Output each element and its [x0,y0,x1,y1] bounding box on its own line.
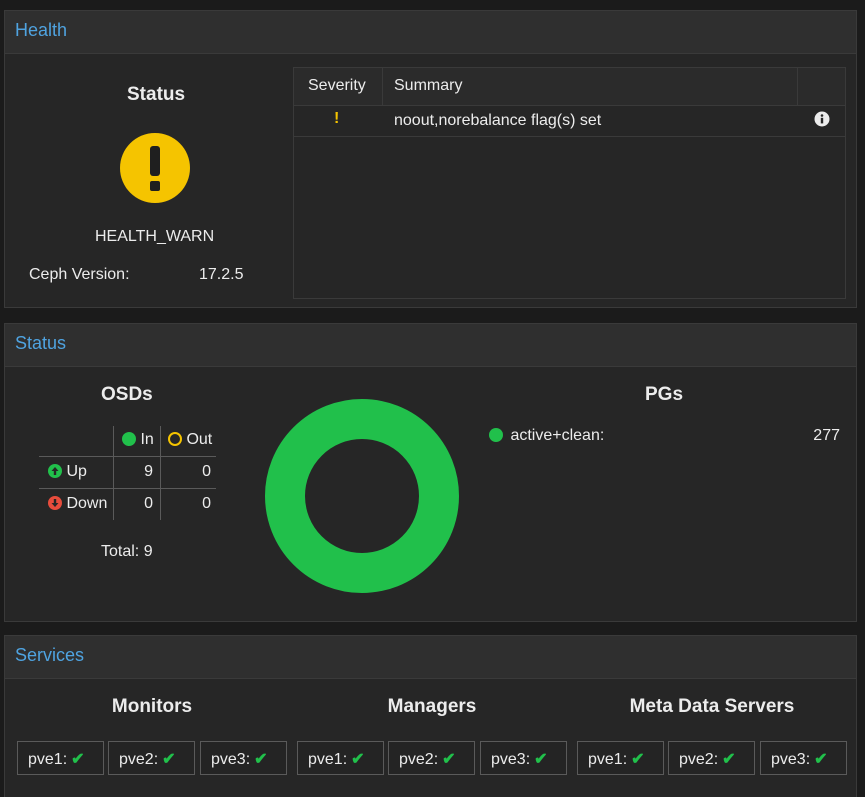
osd-table-hline [39,456,216,457]
table-row[interactable]: ! noout,norebalance flag(s) set [294,106,845,137]
check-icon: ✔ [162,751,176,768]
manager-pve1[interactable]: pve1: ✔ [297,741,384,775]
node-label: pve3: [771,751,811,768]
in-dot-icon [122,432,136,446]
node-label: pve2: [119,751,159,768]
node-label: pve1: [308,751,348,768]
node-label: pve3: [491,751,531,768]
pg-state-count: 277 [813,427,840,444]
manager-pve2[interactable]: pve2: ✔ [388,741,475,775]
health-summary-grid: Severity Summary ! noout,norebalance fla… [293,67,846,299]
ceph-version-label: Ceph Version: [29,266,130,283]
pg-state-label: active+clean: [510,427,605,444]
health-panel-header: Health [5,11,856,54]
arrow-up-circle-icon [48,463,66,480]
column-header-severity[interactable]: Severity [308,77,366,94]
osd-col-in-label: In [140,431,154,448]
node-label: pve2: [399,751,439,768]
check-icon: ✔ [722,751,736,768]
arrow-down-circle-icon [48,495,66,512]
mds-title: Meta Data Servers [629,696,795,717]
check-icon: ✔ [442,751,456,768]
status-panel-header: Status [5,324,856,367]
monitor-pve2[interactable]: pve2: ✔ [108,741,195,775]
monitor-pve3[interactable]: pve3: ✔ [200,741,287,775]
mds-pve1[interactable]: pve1: ✔ [577,741,664,775]
check-icon: ✔ [351,751,365,768]
osd-row-down: Down [48,495,107,513]
health-panel-title[interactable]: Health [15,20,68,40]
node-label: pve3: [211,751,251,768]
pg-state-item: active+clean: [489,427,604,445]
osd-row-down-label: Down [66,495,108,512]
node-label: pve2: [679,751,719,768]
summary-text: noout,norebalance flag(s) set [394,112,602,129]
severity-warning-icon: ! [334,110,340,127]
column-divider [797,68,798,106]
osd-col-out: Out [168,431,212,449]
osd-row-up-label: Up [66,463,87,480]
osd-down-out-value: 0 [202,495,211,512]
manager-pve3[interactable]: pve3: ✔ [480,741,567,775]
services-panel: Services Monitors Managers Meta Data Ser… [4,635,857,797]
monitor-pve1[interactable]: pve1: ✔ [17,741,104,775]
osd-table-hline [39,488,216,489]
osd-up-out-value: 0 [202,463,211,480]
check-icon: ✔ [814,751,828,768]
mds-pve2[interactable]: pve2: ✔ [668,741,755,775]
health-status-title: Status [127,84,186,105]
osds-title: OSDs [101,384,153,405]
grid-header: Severity Summary [294,68,845,106]
check-icon: ✔ [71,751,85,768]
ceph-version-value: 17.2.5 [199,266,244,283]
node-label: pve1: [28,751,68,768]
check-icon: ✔ [254,751,268,768]
services-panel-header: Services [5,636,856,679]
osd-col-in: In [122,431,154,449]
node-label: pve1: [588,751,628,768]
check-icon: ✔ [534,751,548,768]
mds-pve3[interactable]: pve3: ✔ [760,741,847,775]
pg-donut-segment-active-clean [265,399,459,593]
services-panel-title[interactable]: Services [15,645,85,665]
osd-table-vline [160,426,161,520]
column-header-summary[interactable]: Summary [394,77,463,94]
osd-table-vline [113,426,114,520]
exclamation-icon [120,133,190,203]
managers-title: Managers [387,696,477,717]
monitors-title: Monitors [111,696,193,717]
osd-down-in-value: 0 [144,495,153,512]
osd-row-up: Up [48,463,87,481]
osd-up-in-value: 9 [144,463,153,480]
osd-col-out-label: Out [186,431,213,448]
pg-donut-chart[interactable] [263,397,461,600]
pgs-title: PGs [645,384,684,405]
status-panel-title[interactable]: Status [15,333,67,353]
info-icon[interactable] [814,111,830,132]
out-ring-icon [168,432,182,446]
health-panel: Health Status HEALTH_WARN Ceph Version: … [4,10,857,308]
pg-state-dot-icon [489,428,503,442]
health-state: HEALTH_WARN [95,228,215,245]
status-panel: Status OSDs In Out Up 9 0 [4,323,857,622]
check-icon: ✔ [631,751,645,768]
osd-total: Total: 9 [101,543,153,560]
column-divider [382,68,383,106]
